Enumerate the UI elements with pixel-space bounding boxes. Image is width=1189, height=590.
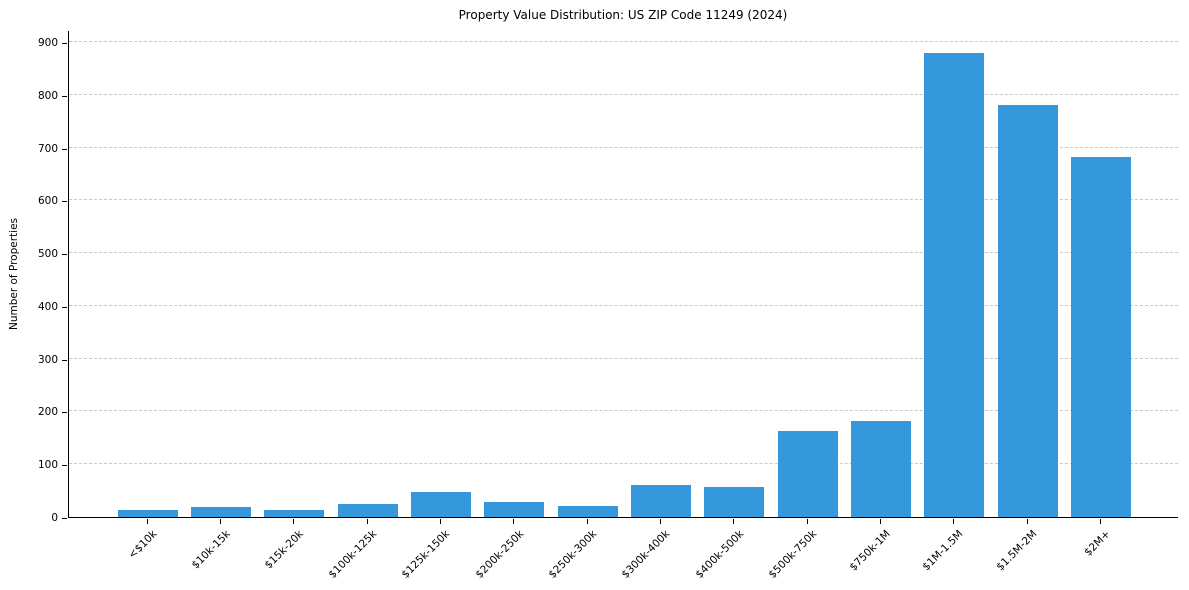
gridline-y-200	[69, 410, 1178, 412]
plot-area	[68, 31, 1178, 518]
gridline-y-600	[69, 199, 1178, 201]
gridline-y-800	[69, 93, 1178, 95]
gridline-y-300	[69, 357, 1178, 359]
y-tick-label: 700	[37, 142, 58, 155]
y-axis-label: Number of Properties	[8, 217, 20, 331]
y-tick	[62, 412, 67, 414]
bar-$15k-20k	[264, 510, 325, 517]
x-tick	[953, 519, 955, 524]
y-tick-label: 0	[51, 512, 58, 524]
y-tick-label: 300	[37, 353, 58, 366]
bar-<$10k	[117, 510, 178, 517]
gridline-y-400	[69, 304, 1178, 306]
bar-$100k-125k	[337, 504, 398, 517]
y-tick-label: 600	[37, 195, 58, 208]
bar-$250k-300k	[557, 505, 618, 517]
y-tick-label: 100	[37, 459, 58, 472]
y-tick	[62, 359, 67, 361]
x-tick	[366, 519, 368, 524]
bar-$300k-400k	[631, 485, 691, 517]
x-tick	[293, 519, 295, 524]
x-tick	[880, 519, 881, 524]
bar-$125k-150k	[411, 492, 472, 517]
bar-$200k-250k	[484, 502, 545, 517]
x-tick	[806, 519, 808, 524]
y-tick	[62, 95, 67, 97]
chart-title: Property Value Distribution: US ZIP Code…	[458, 8, 788, 22]
y-tick	[62, 43, 67, 45]
y-tick	[62, 518, 67, 519]
y-tick-label: 900	[37, 37, 58, 50]
bar-$1.5M-2M	[997, 104, 1058, 517]
y-tick	[62, 306, 67, 308]
bar-$1M-1.5M	[924, 52, 985, 517]
bar-$750k-1M	[851, 420, 911, 517]
gridline-y-100	[69, 463, 1178, 465]
x-tick	[1026, 519, 1028, 524]
y-tick-label: 200	[37, 406, 58, 419]
x-tick	[586, 519, 588, 524]
gridline-y-700	[69, 146, 1178, 148]
y-tick-label: 800	[37, 89, 58, 102]
bar-$500k-750k	[777, 431, 838, 517]
x-tick	[660, 519, 661, 524]
bar-$10k-15k	[191, 506, 252, 517]
y-tick-label: 500	[37, 248, 58, 261]
gridline-y-500	[69, 252, 1178, 254]
y-tick	[62, 465, 67, 467]
y-tick-label: 400	[37, 300, 58, 313]
y-tick	[62, 148, 67, 150]
x-tick	[146, 519, 148, 524]
x-tick	[1099, 519, 1101, 524]
gridline-y-900	[69, 41, 1178, 43]
bar-$2M+	[1070, 156, 1131, 517]
x-tick	[220, 519, 222, 524]
bar-$400k-500k	[704, 487, 765, 517]
y-tick	[62, 201, 67, 203]
y-tick	[62, 254, 67, 256]
x-tick	[440, 519, 442, 524]
x-tick	[513, 519, 515, 524]
x-tick	[733, 519, 735, 524]
